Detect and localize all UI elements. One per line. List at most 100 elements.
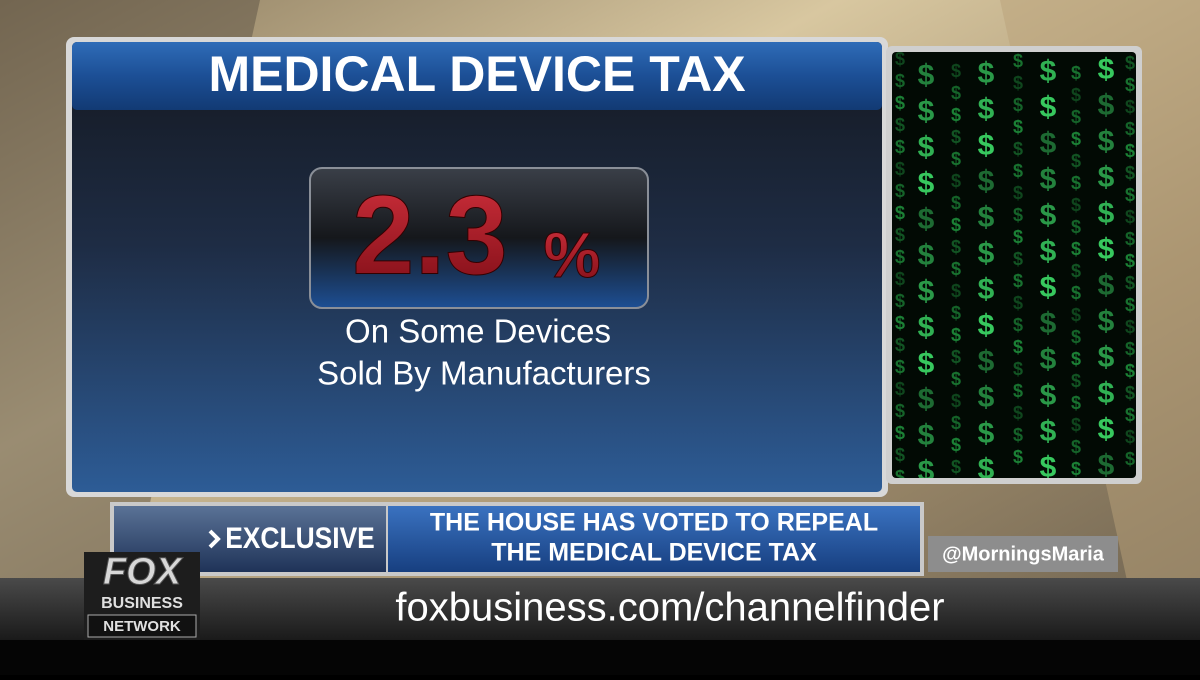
matrix-symbol: $ — [1040, 127, 1057, 160]
matrix-symbol: $ — [1071, 151, 1081, 171]
matrix-symbol: $ — [1098, 413, 1115, 446]
matrix-symbol: $ — [951, 259, 961, 279]
matrix-symbol: $ — [895, 313, 905, 333]
matrix-symbol: $ — [1071, 283, 1081, 303]
matrix-symbol: $ — [1125, 383, 1135, 403]
matrix-symbol: $ — [951, 61, 961, 81]
matrix-symbol: $ — [1013, 117, 1023, 137]
matrix-symbol: $ — [1125, 53, 1135, 73]
matrix-symbol: $ — [1040, 271, 1057, 304]
matrix-symbols: $$$$$$$$$$$$$$$$$$$$$$$$$$$$$$$$$$$$$$$$… — [895, 49, 1135, 488]
matrix-symbol: $ — [1071, 305, 1081, 325]
matrix-symbol: $ — [895, 203, 905, 223]
matrix-symbol: $ — [918, 383, 935, 416]
matrix-symbol: $ — [1098, 305, 1115, 338]
matrix-symbol: $ — [1125, 163, 1135, 183]
matrix-symbol: $ — [1098, 53, 1115, 86]
matrix-symbol: $ — [1013, 183, 1023, 203]
handle-box — [928, 536, 1118, 572]
matrix-symbol: $ — [1013, 425, 1023, 445]
matrix-symbol: $ — [951, 149, 961, 169]
matrix-symbol: $ — [1071, 327, 1081, 347]
matrix-symbol: $ — [1125, 75, 1135, 95]
matrix-symbol: $ — [978, 381, 995, 414]
matrix-symbol: $ — [918, 275, 935, 308]
matrix-symbol: $ — [978, 273, 995, 306]
matrix-symbol: $ — [1071, 173, 1081, 193]
matrix-symbol: $ — [1040, 235, 1057, 268]
logo-business: BUSINESS — [101, 595, 183, 612]
matrix-symbol: $ — [895, 225, 905, 245]
matrix-symbol: $ — [1071, 415, 1081, 435]
matrix-symbol: $ — [1071, 239, 1081, 259]
matrix-symbol: $ — [951, 127, 961, 147]
matrix-symbol: $ — [1071, 63, 1081, 83]
matrix-symbol: $ — [1125, 119, 1135, 139]
matrix-symbol: $ — [918, 311, 935, 344]
stat-value: 2.3 — [352, 173, 508, 298]
matrix-symbol: $ — [1071, 195, 1081, 215]
matrix-symbol: $ — [1013, 381, 1023, 401]
matrix-symbol: $ — [1098, 449, 1115, 482]
matrix-symbol: $ — [895, 467, 905, 487]
logo-network-box — [87, 614, 197, 638]
matrix-symbol: $ — [918, 59, 935, 92]
matrix-symbol: $ — [918, 419, 935, 452]
matrix-symbol: $ — [895, 423, 905, 443]
matrix-symbol: $ — [1013, 293, 1023, 313]
matrix-symbol: $ — [951, 325, 961, 345]
matrix-symbol: $ — [1098, 197, 1115, 230]
matrix-symbol: $ — [951, 369, 961, 389]
matrix-symbol: $ — [1013, 249, 1023, 269]
matrix-symbol: $ — [1071, 217, 1081, 237]
tag-label: EXCLUSIVE — [225, 520, 375, 554]
matrix-symbol: $ — [978, 417, 995, 450]
matrix-symbol: $ — [951, 237, 961, 257]
matrix-symbol: $ — [1013, 271, 1023, 291]
matrix-symbol: $ — [1040, 343, 1057, 376]
matrix-symbol: $ — [1040, 415, 1057, 448]
matrix-symbol: $ — [1040, 163, 1057, 196]
matrix-symbol: $ — [895, 159, 905, 179]
matrix-symbol: $ — [978, 345, 995, 378]
matrix-symbol: $ — [895, 115, 905, 135]
matrix-symbol: $ — [1040, 199, 1057, 232]
matrix-symbol: $ — [895, 445, 905, 465]
matrix-symbol: $ — [951, 303, 961, 323]
matrix-symbol: $ — [1071, 393, 1081, 413]
matrix-symbol: $ — [1098, 341, 1115, 374]
matrix-symbol: $ — [978, 237, 995, 270]
matrix-symbol: $ — [951, 105, 961, 125]
logo-network: NETWORK — [103, 618, 181, 635]
matrix-symbol: $ — [978, 309, 995, 342]
matrix-symbol: $ — [1071, 437, 1081, 457]
matrix-symbol: $ — [918, 203, 935, 236]
matrix-symbol: $ — [1098, 233, 1115, 266]
matrix-symbol: $ — [918, 455, 935, 488]
title-bar — [72, 42, 882, 110]
matrix-symbol: $ — [895, 379, 905, 399]
matrix-symbol: $ — [978, 129, 995, 162]
matrix-symbol: $ — [1098, 161, 1115, 194]
matrix-symbol: $ — [918, 167, 935, 200]
matrix-symbol: $ — [1071, 85, 1081, 105]
matrix-symbol: $ — [1071, 129, 1081, 149]
headline: THE HOUSE HAS VOTED TO REPEAL — [430, 509, 878, 537]
matrix-symbol: $ — [918, 239, 935, 272]
matrix-symbol: $ — [1040, 379, 1057, 412]
matrix-symbol: $ — [1125, 97, 1135, 117]
matrix-symbol: $ — [1125, 361, 1135, 381]
matrix-symbol: $ — [1071, 261, 1081, 281]
matrix-symbol: $ — [978, 93, 995, 126]
matrix-symbol: $ — [1098, 269, 1115, 302]
stat-box — [309, 167, 649, 309]
matrix-symbol: $ — [895, 49, 905, 69]
matrix-symbol: $ — [1013, 403, 1023, 423]
matrix-symbol: $ — [1013, 95, 1023, 115]
matrix-symbol: $ — [1040, 91, 1057, 124]
matrix-symbol: $ — [1125, 449, 1135, 469]
matrix-symbol: $ — [1013, 447, 1023, 467]
matrix-symbol: $ — [951, 83, 961, 103]
